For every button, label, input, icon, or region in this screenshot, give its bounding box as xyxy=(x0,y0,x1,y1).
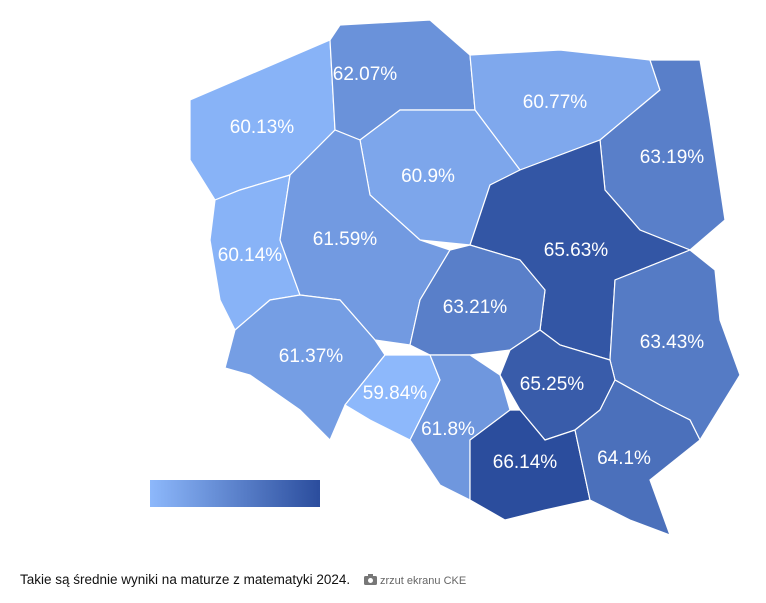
region-label: 64.1% xyxy=(597,448,651,469)
region-label: 60.13% xyxy=(230,117,295,138)
region xyxy=(574,379,701,537)
region-label: 61.59% xyxy=(313,229,378,250)
caption-row: Takie są średnie wyniki na maturze z mat… xyxy=(20,572,466,587)
credit: zrzut ekranu CKE xyxy=(363,574,467,587)
region-label: 66.14% xyxy=(493,452,558,473)
region-label: 61.8% xyxy=(421,419,475,440)
color-legend xyxy=(150,480,320,507)
region-label: 62.07% xyxy=(333,64,398,85)
region-label: 63.19% xyxy=(640,147,705,168)
region-label: 65.63% xyxy=(544,240,609,261)
map: 60.13% 62.07% 60.77% 63.19% 60.9% 60.14% 61.59… xyxy=(150,19,741,537)
region-label: 63.21% xyxy=(443,297,508,318)
region-label: 59.84% xyxy=(363,383,428,404)
credit-text: zrzut ekranu CKE xyxy=(379,575,467,587)
region-label: 60.77% xyxy=(523,92,588,113)
region-label: 60.14% xyxy=(218,245,283,266)
region-label: 63.43% xyxy=(640,332,705,353)
caption: Takie są średnie wyniki na maturze z mat… xyxy=(20,572,351,587)
camera-icon xyxy=(363,574,377,585)
region xyxy=(469,409,591,521)
region-label: 60.9% xyxy=(401,166,455,187)
region-label: 65.25% xyxy=(520,374,585,395)
region-label: 61.37% xyxy=(279,346,344,367)
